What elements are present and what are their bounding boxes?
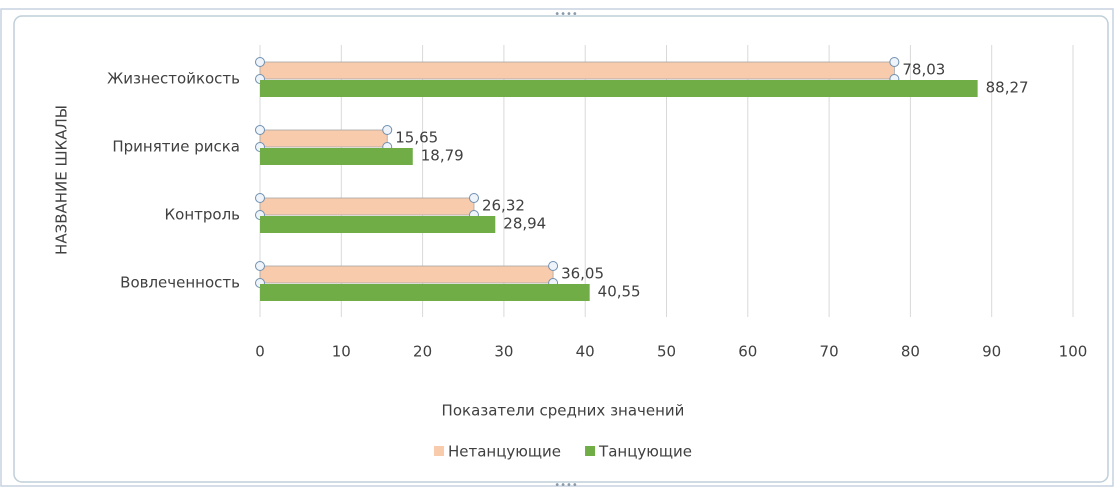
selection-handle: [889, 57, 900, 67]
y-tick-label: Вовлеченность: [120, 274, 240, 292]
data-label: 36,05: [561, 265, 604, 283]
bar: [260, 80, 978, 97]
x-tick-label: 100: [1059, 343, 1088, 361]
data-label: 40,55: [598, 283, 641, 301]
selection-handle: [255, 261, 265, 271]
data-label: 15,65: [395, 129, 438, 147]
selection-handle: [255, 193, 265, 203]
bar: [259, 265, 554, 284]
legend-label: Танцующие: [598, 443, 692, 461]
bar: [259, 129, 388, 148]
x-tick-label: 30: [494, 343, 513, 361]
legend-label: Нетанцующие: [448, 443, 561, 461]
x-tick-label: 60: [738, 343, 757, 361]
resize-handle: ••••: [554, 480, 578, 488]
legend-swatch: [585, 446, 596, 456]
selection-handle: [548, 261, 559, 271]
x-tick-label: 20: [413, 343, 432, 361]
x-tick-label: 80: [901, 343, 920, 361]
x-tick-label: 40: [576, 343, 595, 361]
x-tick-label: 70: [820, 343, 839, 361]
x-tick-label: 50: [657, 343, 676, 361]
legend-swatch: [433, 446, 444, 456]
x-tick-label: 90: [982, 343, 1001, 361]
bar: [260, 148, 413, 165]
selection-handle: [382, 125, 393, 135]
y-tick-label: Жизнестойкость: [107, 70, 240, 88]
y-tick-label: Контроль: [165, 206, 241, 224]
bar: [260, 284, 590, 301]
y-tick-label: Принятие риска: [112, 138, 240, 156]
selection-handle: [468, 193, 479, 203]
x-tick-label: 0: [255, 343, 265, 361]
resize-handle: ••••: [554, 9, 578, 20]
y-axis-title: НАЗВАНИЕ ШКАЛЫ: [53, 105, 71, 255]
x-axis-title: Показатели средних значений: [442, 402, 685, 420]
data-label: 88,27: [986, 79, 1029, 97]
data-label: 18,79: [421, 147, 464, 165]
bar: [259, 197, 475, 216]
data-label: 26,32: [482, 197, 525, 215]
selection-handle: [255, 57, 265, 67]
data-label: 28,94: [503, 215, 546, 233]
x-tick-label: 10: [332, 343, 351, 361]
bar: [259, 61, 895, 80]
selection-frame: [0, 8, 1114, 487]
bar: [260, 216, 496, 233]
selection-handle: [255, 125, 265, 135]
data-label: 78,03: [902, 61, 945, 79]
